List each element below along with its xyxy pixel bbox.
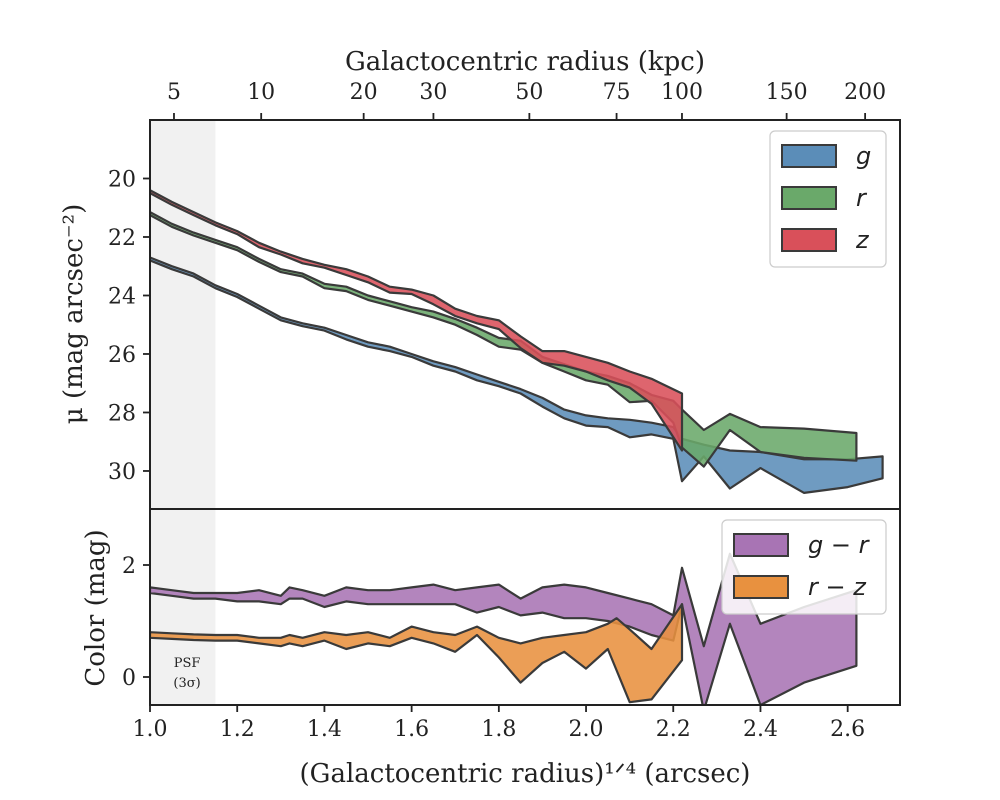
profile-legend-swatch [781,144,837,168]
color-legend-label: g − r [808,531,871,559]
profile-band-2 [150,189,684,452]
profile-series-group [150,189,884,494]
color-band-0 [150,552,858,705]
top-tick-label: 5 [167,80,181,105]
color-x-tick-label: 1.2 [220,717,255,742]
color-legend-swatch [733,533,789,557]
profile-y-tick-label: 26 [108,343,136,368]
color-x-tick-label: 1.0 [133,717,168,742]
profile-panel: 20 22 24 26 28 30 5 10 20 30 50 75 100 150 200 grz [108,80,901,510]
color-x-tick-label: 1.4 [307,717,342,742]
color-legend-swatch [733,575,789,599]
profile-band-0 [150,256,884,494]
color-x-tick-label: 2.0 [569,717,604,742]
color-x-tick-label: 1.8 [481,717,516,742]
profile-band-1 [150,211,858,468]
top-tick-label: 150 [766,80,808,105]
top-tick-label: 50 [515,80,543,105]
top-axis-label: Galactocentric radius (kpc) [345,47,705,77]
profile-y-tick-label: 22 [108,226,136,251]
top-tick-label: 100 [661,80,703,105]
color-y-label: Color (mag) [81,529,111,686]
psf-annotation: PSF [174,656,201,671]
profile-legend-swatch [781,228,837,252]
color-x-tick-label: 2.6 [830,717,865,742]
profile-legend-label: g [856,142,871,170]
top-tick-label: 30 [419,80,447,105]
top-tick-label: 200 [844,80,886,105]
profile-legend-label: r [856,184,868,212]
color-y-tick-label: 2 [122,554,136,579]
profile-y-tick-label: 30 [108,460,136,485]
color-band-1 [150,603,684,704]
color-legend-label: r − z [808,573,867,601]
profile-y-tick-label: 28 [108,401,136,426]
profile-psf-region [150,120,216,509]
color-x-tick-label: 1.6 [394,717,429,742]
top-tick-label: 10 [247,80,275,105]
color-y-tick-label: 0 [122,666,136,691]
profile-legend-label: z [855,226,870,254]
psf-annotation-sigma: (3σ) [173,676,200,691]
bottom-axis-label: (Galactocentric radius)¹ᐟ⁴ (arcsec) [300,759,751,789]
color-panel: 0 2 1.0 1.2 1.4 1.6 1.8 2.0 2.2 2.4 2.6 PSF (3σ) g − … [122,508,901,742]
profile-y-label: μ (mag arcsec⁻²) [59,204,89,424]
color-x-tick-label: 2.2 [656,717,691,742]
color-x-tick-label: 2.4 [743,717,778,742]
profile-y-tick-label: 24 [108,284,136,309]
profile-y-tick-label: 20 [108,167,136,192]
color-psf-region [150,509,216,705]
color-series-group [150,552,858,705]
top-tick-label: 75 [603,80,631,105]
top-tick-label: 20 [350,80,378,105]
profile-legend-swatch [781,186,837,210]
color-frame [149,508,901,706]
